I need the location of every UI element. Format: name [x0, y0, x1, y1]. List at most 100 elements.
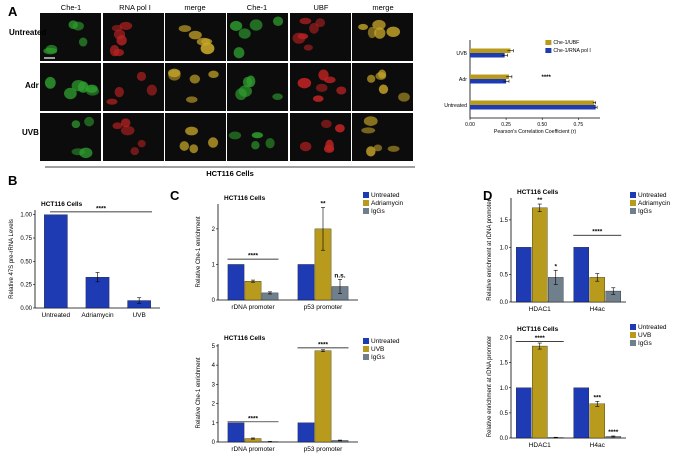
y-tick-label: 2 — [212, 227, 216, 233]
cell-nucleus — [378, 69, 387, 79]
cell-nucleus — [77, 81, 89, 93]
cell-nucleus — [114, 86, 124, 98]
legend-label: IgGs — [638, 208, 652, 215]
chart-title: HCT116 Cells — [517, 189, 559, 196]
cell-nucleus — [43, 47, 58, 55]
cell-nucleus — [84, 116, 95, 127]
legend-label: Adriamycin — [638, 200, 671, 207]
cell-nucleus — [208, 70, 219, 79]
bar — [297, 422, 315, 443]
cell-nucleus — [251, 132, 264, 139]
cell-nucleus — [303, 44, 313, 51]
bar — [244, 281, 262, 301]
cell-nucleus — [200, 42, 215, 55]
y-tick-label: 0.75 — [20, 236, 32, 242]
cell-nucleus — [367, 26, 377, 39]
chart-title: HCT116 Cells — [517, 326, 559, 333]
cell-nucleus — [229, 20, 243, 32]
significance-label: **** — [248, 415, 259, 422]
cell-nucleus — [386, 26, 401, 37]
cell-nucleus — [146, 84, 158, 96]
category-label: Adriamycin — [81, 312, 114, 319]
cell-nucleus — [387, 145, 400, 152]
significance-label: **** — [96, 205, 107, 212]
legend-swatch — [630, 340, 636, 346]
cell-nucleus — [372, 19, 386, 30]
micro-tile — [290, 113, 351, 161]
y-axis-label: Relative Che-1 enrichment — [196, 216, 202, 287]
significance-label: **** — [535, 335, 546, 342]
y-tick-label: 0.25 — [20, 283, 32, 289]
cell-nucleus — [366, 146, 376, 157]
y-tick-label: 0.50 — [20, 259, 32, 265]
x-tick-label: 0.75 — [573, 122, 583, 128]
bar — [44, 214, 68, 309]
legend-label: Untreated — [371, 338, 400, 345]
cell-nucleus — [235, 88, 247, 101]
chart-title: HCT116 Cells — [224, 195, 266, 202]
y-tick-label: 1.5 — [500, 218, 509, 224]
category-label: H4ac — [590, 306, 606, 313]
panel-label-a: A — [8, 4, 18, 19]
significance-label: **** — [248, 253, 259, 260]
y-tick-label: 0.0 — [500, 300, 509, 306]
legend-swatch — [363, 192, 369, 198]
legend-swatch — [630, 208, 636, 214]
chart-correlation: 0.00 0.25 0.50 0.75 UVB Adr Untreated Pearson's… — [444, 40, 600, 135]
cell-nucleus — [109, 44, 120, 57]
legend-swatch — [363, 346, 369, 352]
legend-swatch — [545, 40, 552, 45]
legend-swatch — [630, 200, 636, 206]
x-tick-label: 0.00 — [465, 122, 475, 128]
chart-rdna-adriamycin: 0.0 0.5 1.0 1.5 HCT116 Cells Relative enrichm… — [487, 189, 671, 313]
x-axis-label: Pearson's Correlation Coefficient (r) — [494, 129, 576, 135]
bar — [470, 53, 505, 58]
micro-col-header-3: merge — [184, 3, 205, 12]
category-label: rDNA promoter — [231, 304, 275, 311]
y-tick-label: 0.0 — [500, 436, 509, 442]
y-tick-label: 1 — [212, 262, 216, 268]
category-label: HDAC1 — [529, 442, 551, 449]
cell-nucleus — [315, 83, 328, 93]
chart-47s-rrna: 0.00 0.25 0.50 0.75 1.00 HCT116 Cells Relative… — [9, 201, 160, 319]
micro-tile — [227, 63, 288, 111]
y-tick-label: 0 — [212, 298, 216, 304]
bar — [589, 403, 606, 439]
significance-label: *** — [593, 394, 601, 401]
legend-label: UVB — [371, 346, 384, 353]
micro-tile — [165, 113, 226, 161]
y-tick-label: 4 — [212, 363, 216, 369]
micro-tile — [352, 113, 413, 161]
bar — [470, 74, 509, 79]
legend-swatch — [363, 354, 369, 360]
bar — [532, 207, 548, 303]
cell-nucleus — [299, 17, 312, 25]
cell-nucleus — [265, 137, 275, 149]
micro-row-label-adr: Adr — [25, 81, 39, 90]
category-label: Adr — [459, 77, 467, 83]
legend-swatch — [630, 332, 636, 338]
cell-nucleus — [309, 22, 319, 34]
y-tick-label: 0.5 — [500, 273, 509, 279]
cell-nucleus — [297, 33, 309, 40]
significance-label: **** — [542, 75, 552, 81]
category-label: rDNA promoter — [231, 446, 275, 453]
cell-nucleus — [249, 19, 263, 31]
y-tick-label: 2 — [212, 402, 216, 408]
cell-nucleus — [186, 96, 198, 103]
y-axis-label: Relative enrichment at rDNA promoter — [487, 336, 493, 437]
legend-label: Untreated — [371, 192, 400, 199]
bar — [227, 264, 245, 301]
legend-swatch — [630, 192, 636, 198]
cell-nucleus — [189, 144, 199, 154]
cell-nucleus — [78, 37, 88, 47]
micro-col-header-2: RNA pol I — [119, 3, 151, 12]
cell-nucleus — [188, 30, 202, 40]
cell-nucleus — [116, 35, 127, 46]
category-label: H4ac — [590, 442, 606, 449]
significance-label: **** — [592, 229, 603, 236]
cell-nucleus — [64, 87, 77, 100]
cell-nucleus — [112, 122, 123, 130]
cell-nucleus — [130, 147, 140, 156]
microscopy-grid — [40, 13, 413, 161]
